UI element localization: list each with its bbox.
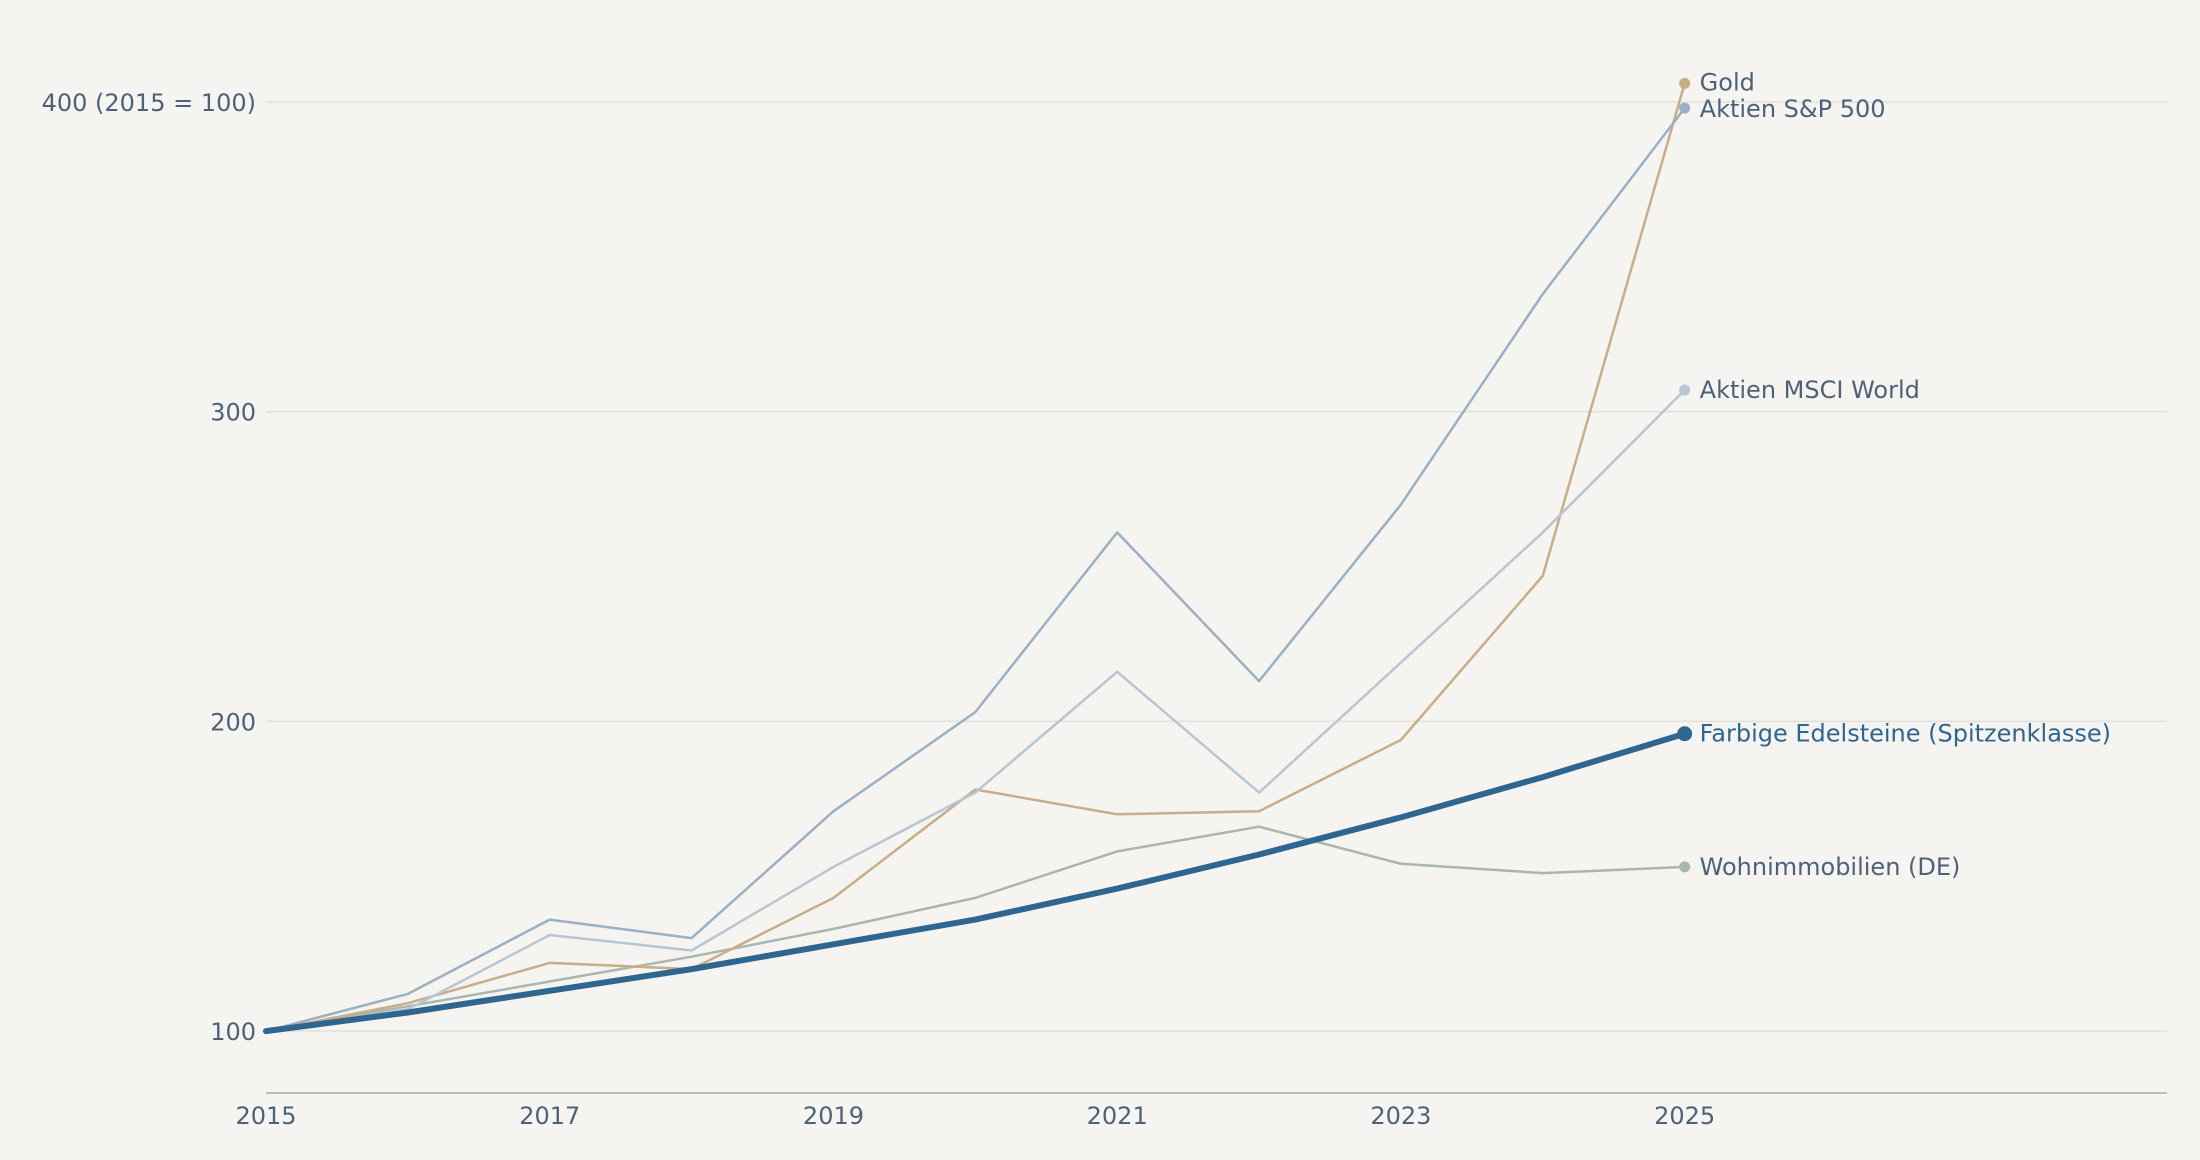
series-line-aktien-s-p-500 bbox=[264, 106, 1686, 1033]
series-lines bbox=[263, 82, 1688, 1035]
y-tick-label-300: 300 bbox=[210, 399, 256, 427]
series-label-farbige-edelsteine-spitzenklasse: Farbige Edelsteine (Spitzenklasse) bbox=[1700, 720, 2111, 748]
x-axis: 2015 2017 2019 2021 2023 2025 bbox=[235, 1092, 2167, 1130]
x-tick-label-2017: 2017 bbox=[519, 1102, 580, 1130]
series-line-aktien-msci-world bbox=[264, 388, 1686, 1033]
series-labels: Wohnimmobilien (DE) Gold Aktien MSCI World… bbox=[1677, 68, 2111, 881]
x-tick-label-2021: 2021 bbox=[1087, 1102, 1148, 1130]
y-tick-label-400: 400 (2015 = 100) bbox=[42, 89, 256, 117]
series-end-marker-aktien-s-p-500 bbox=[1679, 102, 1691, 114]
series-label-wohnimmobilien-de: Wohnimmobilien (DE) bbox=[1700, 853, 1961, 881]
series-label-aktien-s-p-500: Aktien S&P 500 bbox=[1700, 95, 1886, 123]
x-tick-label-2025: 2025 bbox=[1654, 1102, 1715, 1130]
series-label-aktien-msci-world: Aktien MSCI World bbox=[1700, 376, 1920, 404]
x-tick-label-2015: 2015 bbox=[235, 1102, 296, 1130]
y-tick-label-200: 200 bbox=[210, 708, 256, 736]
x-tick-label-2023: 2023 bbox=[1370, 1102, 1431, 1130]
series-end-marker-aktien-msci-world bbox=[1679, 384, 1691, 396]
y-tick-label-100: 100 bbox=[210, 1018, 256, 1046]
x-tick-label-2019: 2019 bbox=[803, 1102, 864, 1130]
series-line-wohnimmobilien-de bbox=[264, 825, 1686, 1033]
series-line-gold bbox=[264, 82, 1686, 1033]
gridlines: 100 200 300 400 (2015 = 100) bbox=[42, 89, 2167, 1046]
series-line-farbige-edelsteine-spitzenklasse bbox=[263, 730, 1688, 1035]
series-end-marker-farbige-edelsteine-spitzenklasse bbox=[1677, 726, 1693, 742]
series-end-marker-gold bbox=[1679, 77, 1691, 89]
series-end-marker-wohnimmobilien-de bbox=[1679, 861, 1691, 873]
series-label-gold: Gold bbox=[1700, 68, 1755, 96]
